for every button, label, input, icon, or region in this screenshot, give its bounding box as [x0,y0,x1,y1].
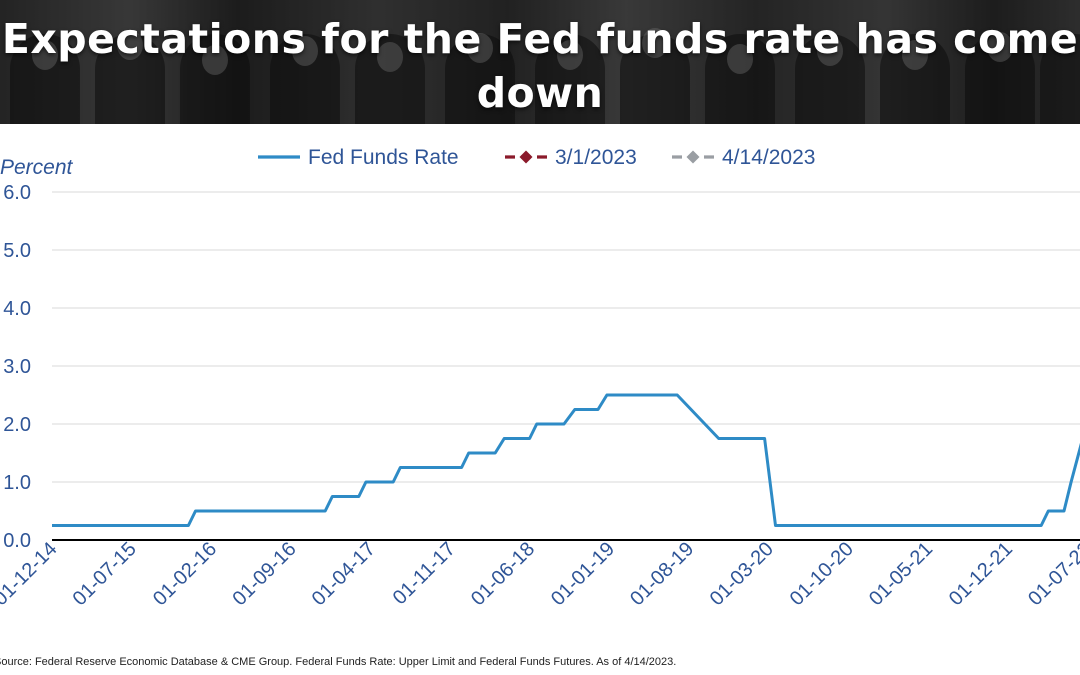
x-tick-label: 01-07-22 [1024,538,1080,610]
header-banner-photo [0,0,1080,124]
x-tick-label: 01-08-19 [626,538,698,610]
y-tick-label: 2.0 [3,414,31,436]
x-tick-label: 01-12-21 [945,538,1017,610]
series-lines [52,393,1080,527]
x-tick-label: 01-04-17 [308,538,380,610]
page-title: Expectations for the Fed funds rate has … [1,15,1079,117]
legend: Fed Funds Rate 3/1/2023 4/14/2023 [258,146,815,169]
x-tick-label: 01-05-21 [865,538,937,610]
grid-lines [52,191,1080,483]
rate-chart: 0.0 1.0 2.0 3.0 4.0 5.0 6.0 Percent Fed Funds … [0,146,1080,610]
x-tick-label: 01-01-19 [547,538,619,610]
source-note: Source: Federal Reserve Economic Databas… [0,656,677,668]
x-tick-label: 01-06-18 [467,538,539,610]
x-tick-label: 01-03-20 [706,538,778,610]
y-tick-labels: 0.0 1.0 2.0 3.0 4.0 5.0 6.0 [3,182,31,552]
legend-marker [686,150,700,164]
y-tick-label: 3.0 [3,356,31,378]
y-tick-label: 0.0 [3,530,31,552]
legend-label: 3/1/2023 [555,146,637,169]
y-tick-label: 1.0 [3,472,31,494]
y-tick-label: 4.0 [3,298,31,320]
y-tick-label: 5.0 [3,240,31,262]
x-tick-label: 01-09-16 [229,538,301,610]
legend-label: Fed Funds Rate [308,146,459,169]
x-tick-label: 01-07-15 [69,538,141,610]
x-tick-labels: 01-12-14 01-07-15 01-02-16 01-09-16 01-04-17… [0,538,1080,610]
legend-marker [519,150,533,164]
series-line-fed-funds-rate [52,393,1080,527]
x-tick-label: 01-02-16 [149,538,221,610]
y-axis-label: Percent [0,156,74,179]
x-tick-label: 01-11-17 [389,538,460,609]
legend-label: 4/14/2023 [722,146,815,169]
y-tick-label: 6.0 [3,182,31,204]
x-tick-label: 01-10-20 [786,538,858,610]
